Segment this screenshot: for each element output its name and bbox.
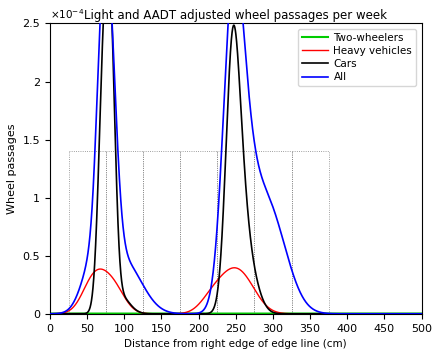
Line: All: All <box>50 0 420 314</box>
Two-wheelers <box>47 312 53 316</box>
All <box>324 311 329 315</box>
Y-axis label: Wheel passages: Wheel passages <box>7 124 17 214</box>
Line: Heavy vehicles: Heavy vehicles <box>50 268 420 314</box>
Cars <box>189 312 194 316</box>
Two-wheelers <box>324 312 329 316</box>
Text: $\times10^{-4}$: $\times10^{-4}$ <box>50 7 84 21</box>
Heavy vehicles <box>418 312 423 316</box>
Heavy vehicles <box>47 312 53 316</box>
All <box>288 268 293 272</box>
Two-wheelers <box>115 312 120 316</box>
Heavy vehicles <box>270 308 275 313</box>
Two-wheelers <box>288 312 293 316</box>
Title: Light and AADT adjusted wheel passages per week: Light and AADT adjusted wheel passages p… <box>84 9 386 22</box>
X-axis label: Distance from right edge of edge line (cm): Distance from right edge of edge line (c… <box>124 339 346 349</box>
Cars <box>47 312 53 316</box>
All <box>270 205 275 209</box>
Two-wheelers <box>352 312 357 316</box>
Cars <box>352 312 357 316</box>
All <box>352 312 357 316</box>
Heavy vehicles <box>324 312 329 316</box>
All <box>418 312 423 316</box>
Heavy vehicles <box>115 283 120 287</box>
Cars <box>288 312 293 316</box>
Heavy vehicles <box>352 312 357 316</box>
Heavy vehicles <box>189 308 194 312</box>
Heavy vehicles <box>288 312 293 316</box>
All <box>47 312 53 316</box>
Cars <box>324 312 329 316</box>
Cars <box>115 209 120 214</box>
Cars <box>270 310 275 314</box>
Two-wheelers <box>269 312 275 316</box>
Two-wheelers <box>189 312 194 316</box>
Heavy vehicles <box>231 266 237 270</box>
Two-wheelers <box>418 312 423 316</box>
All <box>115 141 120 146</box>
Legend: Two-wheelers, Heavy vehicles, Cars, All: Two-wheelers, Heavy vehicles, Cars, All <box>297 29 415 87</box>
Cars <box>418 312 423 316</box>
Line: Cars: Cars <box>50 0 420 314</box>
All <box>189 312 194 316</box>
